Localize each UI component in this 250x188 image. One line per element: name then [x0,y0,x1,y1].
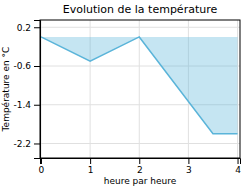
tick: 1 [88,158,94,175]
marks [41,37,238,134]
tick-label: 2 [137,165,143,175]
y-axis-title: Température en °C [1,47,11,133]
grid [40,20,240,158]
tick: 2 [137,158,143,175]
tick-label: 0 [39,165,45,175]
plot: 0 1 2 3 4 0.2 -0.6 -1.4 -2.2 [13,20,241,175]
tick-label: 0.2 [17,23,31,33]
grid-line [40,143,240,144]
tick-label: 1 [88,165,94,175]
tick: -1.4 [13,100,40,110]
tick-mark [238,158,239,164]
tick-mark [34,27,40,28]
tick-mark [90,158,91,164]
title: Evolution de la température [63,3,218,16]
tick-label: -1.4 [13,100,31,110]
line [41,37,238,134]
axis-line [41,159,241,165]
tick-label: -0.6 [13,61,31,71]
axis-line [34,21,41,159]
tick-label: 4 [235,165,241,175]
tick: 0 [39,158,45,175]
tick-label: -2.2 [13,139,31,149]
tick: 3 [186,158,192,175]
y-axis: 0.2 -0.6 -1.4 -2.2 [13,21,40,159]
grid-line [40,27,240,28]
area [41,37,238,134]
x-axis-title: heure par heure [104,176,177,186]
tick-mark [139,158,140,164]
x-axis: 0 1 2 3 4 [39,158,242,175]
chart: 0 1 2 3 4 0.2 -0.6 -1.4 -2.2 Evolution de la temp… [0,0,250,188]
tick: 0.2 [17,23,40,33]
tick-mark [188,158,189,164]
tick: -2.2 [13,139,40,149]
tick-mark [34,105,40,106]
tick: 4 [235,158,241,175]
grid-line [139,20,140,158]
tick-mark [34,66,40,67]
tick-mark [41,158,42,164]
tick: -0.6 [13,61,40,71]
tick-label: 3 [186,165,192,175]
plot-frame [40,20,240,158]
tick-mark [34,143,40,144]
